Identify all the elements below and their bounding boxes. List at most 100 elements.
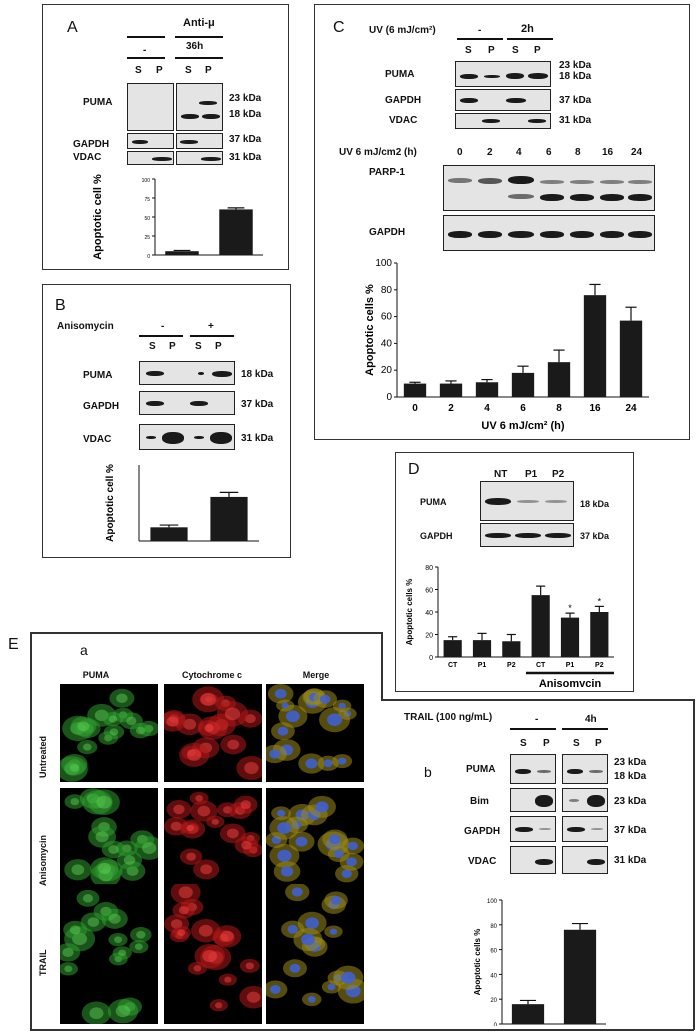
- timepoint: 0: [457, 147, 463, 158]
- x-tick-label: P1: [566, 662, 575, 669]
- kda-label: 18 kDa: [241, 369, 274, 380]
- kda-label: 37 kDa: [614, 825, 647, 836]
- panel-c: C UV (6 mJ/cm²) - 2h S P S P PUMA 23 kDa…: [314, 4, 690, 440]
- lane-p: P: [543, 738, 550, 749]
- row-label: GAPDH: [420, 531, 453, 541]
- kda-label: 23 kDa: [229, 93, 262, 104]
- bar: [511, 1004, 545, 1024]
- panel-e-border: [30, 1029, 694, 1031]
- panel-c-letter: C: [333, 19, 345, 36]
- kda-label: 37 kDa: [229, 134, 262, 145]
- y-axis-label: Apoptotic cells %: [473, 929, 482, 996]
- panel-b-treatment: Anisomycin: [57, 321, 114, 332]
- lane-s: S: [185, 65, 192, 76]
- timepoint: 6: [546, 147, 552, 158]
- row-label: VDAC: [83, 434, 112, 445]
- panel-e-border: [30, 632, 382, 634]
- panel-e-border: [693, 699, 695, 1030]
- row-label: PUMA: [83, 97, 113, 108]
- bar: [619, 320, 643, 397]
- panel-b-chart: Apoptotic cell %: [105, 464, 259, 542]
- timepoint: 24: [631, 147, 643, 158]
- bar: [475, 382, 499, 397]
- y-tick-label: 60: [381, 312, 393, 323]
- y-tick-label: 0: [429, 655, 433, 662]
- micrograph: [60, 788, 158, 886]
- row-header-anisomycin: Anisomycin: [38, 834, 48, 886]
- x-tick-label: CT: [536, 662, 546, 669]
- panel-e-cond-1: -: [535, 714, 539, 725]
- bar: [563, 929, 597, 1024]
- blot-vdac: [562, 846, 608, 874]
- x-tick-label: 24: [625, 403, 637, 414]
- micrograph: [60, 684, 158, 782]
- kda-label: 23 kDa: [614, 757, 647, 768]
- blot-vdac: [127, 151, 174, 165]
- kda-label: 18 kDa: [229, 109, 262, 120]
- significance-mark: *: [598, 596, 602, 606]
- panel-a: A Anti-μ - 36h S P S P PUMA 23 kDa 18 kD…: [42, 4, 289, 270]
- x-tick-label: P1: [478, 662, 487, 669]
- lane-s: S: [135, 65, 142, 76]
- blot-puma: [510, 754, 556, 784]
- lane-s: S: [520, 738, 527, 749]
- row-label: PUMA: [385, 69, 415, 80]
- panel-b: B Anisomycin - + S P S P PUMA 18 kDa GAP…: [42, 284, 291, 558]
- row-label: GAPDH: [385, 95, 422, 106]
- significance-mark: *: [568, 603, 572, 613]
- panel-a-cond-2: 36h: [186, 41, 204, 52]
- y-tick-label: 80: [490, 924, 497, 930]
- y-tick-label: 100: [142, 178, 151, 184]
- blot-puma: [127, 83, 174, 131]
- y-axis-label: Apoptotic cell %: [92, 174, 104, 260]
- row-header-untreated: Untreated: [38, 735, 48, 778]
- panel-a-letter: A: [67, 19, 78, 36]
- lane-p1: P1: [525, 469, 538, 480]
- timepoint: 16: [602, 147, 614, 158]
- blot-bim: [510, 788, 556, 812]
- row-label: PARP-1: [369, 167, 405, 178]
- lane-s: S: [465, 45, 472, 56]
- y-tick-label: 25: [144, 235, 150, 241]
- lane-s: S: [512, 45, 519, 56]
- blot-puma: [562, 754, 608, 784]
- micrograph: [164, 884, 262, 1024]
- bar: [583, 295, 607, 397]
- y-tick-label: 20: [490, 998, 497, 1004]
- kda-label: 31 kDa: [614, 855, 647, 866]
- row-label: GAPDH: [464, 826, 501, 837]
- panel-e-sub-b: b: [424, 764, 432, 780]
- y-tick-label: 20: [381, 365, 393, 376]
- blot-gapdh: [176, 133, 223, 149]
- x-tick-label: P2: [507, 662, 516, 669]
- lane-p: P: [534, 45, 541, 56]
- lane-nt: NT: [494, 469, 508, 480]
- x-tick-label: P2: [595, 662, 604, 669]
- lane-p2: P2: [552, 469, 565, 480]
- bar: [210, 496, 248, 541]
- panel-d-chart: 0 20 40 60 80 CT P1 P2 CT * P1 * P2 Apoptotic cells %…: [405, 565, 614, 687]
- kda-label: 18 kDa: [559, 71, 592, 82]
- col-header-cytc: Cytochrome c: [181, 670, 243, 680]
- timepoint: 4: [516, 147, 522, 158]
- panel-b-cond-1: -: [161, 321, 165, 332]
- bar: [590, 612, 609, 657]
- row-label: VDAC: [73, 152, 102, 163]
- lane-p: P: [595, 738, 602, 749]
- y-tick-label: 80: [425, 565, 433, 572]
- blot-bim: [562, 788, 608, 812]
- blot-puma: [176, 83, 223, 131]
- bar: [531, 595, 550, 657]
- lane-s: S: [149, 341, 156, 352]
- row-label: GAPDH: [369, 227, 406, 238]
- bar: [472, 640, 492, 657]
- kda-label: 37 kDa: [580, 531, 610, 541]
- lane-p: P: [215, 341, 222, 352]
- y-tick-label: 60: [425, 588, 433, 595]
- panel-c-treatment: UV (6 mJ/cm²): [369, 25, 436, 36]
- y-tick-label: 0: [147, 254, 150, 260]
- x-tick-label: 0: [412, 403, 418, 414]
- y-tick-label: 40: [490, 973, 497, 979]
- panel-e-chart: 0 20 40 60 80 100 Apoptotic cells %: [473, 899, 606, 1026]
- blot-vdac: [510, 846, 556, 874]
